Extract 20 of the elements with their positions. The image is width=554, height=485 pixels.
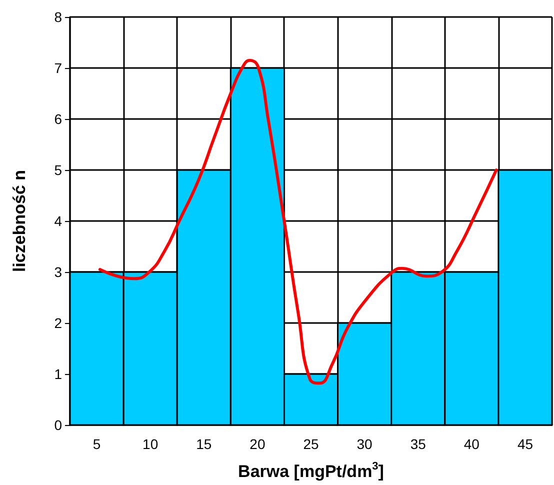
y-tick-label: 6 [54,111,62,127]
y-tick-label: 0 [54,417,62,433]
x-tick-label: 30 [356,436,373,452]
y-tick-label: 7 [54,60,62,76]
y-axis-title: liczebność n [10,170,29,272]
y-tick-label: 3 [54,264,62,280]
y-tick-label: 1 [54,366,62,382]
x-tick-label: 5 [92,436,101,452]
x-tick-label: 45 [517,436,534,452]
x-tick-label: 25 [303,436,319,452]
y-tick-label: 2 [54,315,62,331]
line-series [98,58,498,385]
x-tick-label: 35 [410,436,426,452]
y-tick-label: 5 [54,162,62,178]
x-tick-label: 40 [464,436,480,452]
y-tick-label: 8 [54,9,62,25]
y-tick-label: 4 [54,213,62,229]
x-tick-label: 15 [196,436,212,452]
x-tick-label: 10 [142,436,158,452]
x-tick-label: 20 [250,436,266,452]
